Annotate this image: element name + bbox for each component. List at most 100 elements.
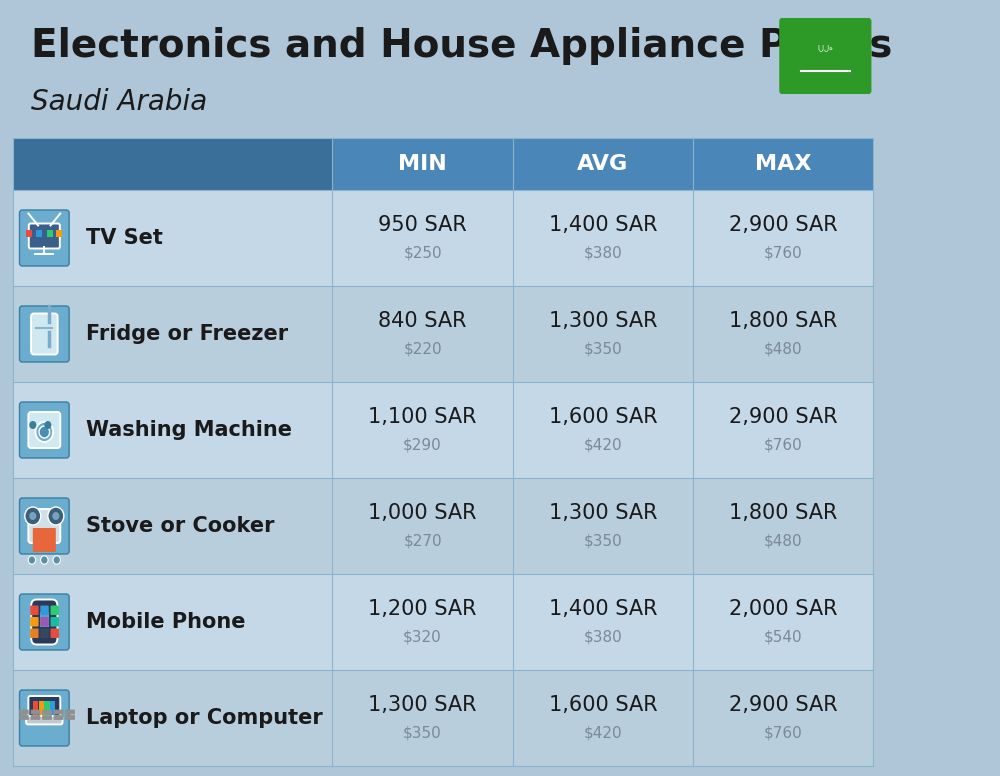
Text: $380: $380 [583, 245, 622, 261]
FancyBboxPatch shape [40, 611, 49, 626]
FancyBboxPatch shape [28, 412, 60, 448]
FancyBboxPatch shape [13, 670, 873, 766]
FancyBboxPatch shape [36, 230, 42, 237]
FancyBboxPatch shape [47, 230, 53, 237]
Text: $380: $380 [583, 629, 622, 645]
Text: Fridge or Freezer: Fridge or Freezer [86, 324, 288, 344]
Text: $290: $290 [403, 438, 442, 452]
FancyBboxPatch shape [33, 701, 38, 715]
FancyBboxPatch shape [13, 574, 873, 670]
FancyBboxPatch shape [44, 701, 50, 715]
FancyBboxPatch shape [19, 709, 29, 715]
Text: 1,400 SAR: 1,400 SAR [549, 215, 657, 235]
FancyBboxPatch shape [56, 230, 62, 237]
Text: 950 SAR: 950 SAR [378, 215, 467, 235]
Text: $760: $760 [764, 726, 802, 740]
Text: $480: $480 [764, 341, 802, 356]
Text: $270: $270 [403, 534, 442, 549]
FancyBboxPatch shape [51, 617, 59, 626]
FancyBboxPatch shape [65, 715, 75, 720]
FancyBboxPatch shape [40, 629, 49, 638]
FancyBboxPatch shape [13, 382, 873, 478]
Text: 1,800 SAR: 1,800 SAR [729, 503, 837, 523]
FancyBboxPatch shape [13, 190, 873, 286]
Text: 1,300 SAR: 1,300 SAR [549, 503, 657, 523]
Text: TV Set: TV Set [86, 228, 163, 248]
Text: Saudi Arabia: Saudi Arabia [31, 88, 207, 116]
FancyBboxPatch shape [39, 701, 44, 715]
Text: $540: $540 [764, 629, 802, 645]
FancyBboxPatch shape [40, 617, 49, 626]
Text: $250: $250 [403, 245, 442, 261]
FancyBboxPatch shape [51, 629, 59, 638]
FancyBboxPatch shape [13, 478, 873, 574]
Text: 2,900 SAR: 2,900 SAR [729, 215, 837, 235]
Text: $480: $480 [764, 534, 802, 549]
Text: 1,300 SAR: 1,300 SAR [549, 311, 657, 331]
FancyBboxPatch shape [31, 715, 40, 720]
Text: الله: الله [817, 44, 833, 51]
Text: $420: $420 [584, 438, 622, 452]
FancyBboxPatch shape [30, 617, 39, 626]
FancyBboxPatch shape [54, 715, 63, 720]
Text: $320: $320 [403, 629, 442, 645]
Text: $760: $760 [764, 245, 802, 261]
Text: MAX: MAX [755, 154, 811, 174]
FancyBboxPatch shape [13, 138, 332, 190]
Circle shape [25, 507, 41, 525]
FancyBboxPatch shape [19, 715, 29, 720]
Text: Mobile Phone: Mobile Phone [86, 612, 245, 632]
Text: $420: $420 [584, 726, 622, 740]
Text: 1,400 SAR: 1,400 SAR [549, 599, 657, 619]
FancyBboxPatch shape [20, 210, 69, 266]
Text: 1,000 SAR: 1,000 SAR [368, 503, 477, 523]
FancyBboxPatch shape [779, 18, 871, 94]
Text: 2,900 SAR: 2,900 SAR [729, 407, 837, 427]
FancyBboxPatch shape [28, 696, 60, 720]
Text: 2,900 SAR: 2,900 SAR [729, 695, 837, 715]
FancyBboxPatch shape [42, 709, 52, 715]
FancyBboxPatch shape [20, 594, 69, 650]
FancyBboxPatch shape [30, 629, 39, 638]
Text: $220: $220 [403, 341, 442, 356]
FancyBboxPatch shape [20, 402, 69, 458]
FancyBboxPatch shape [13, 286, 873, 382]
Circle shape [48, 507, 64, 525]
Text: 1,300 SAR: 1,300 SAR [368, 695, 477, 715]
Circle shape [52, 512, 59, 520]
Text: 840 SAR: 840 SAR [378, 311, 467, 331]
FancyBboxPatch shape [20, 306, 69, 362]
FancyBboxPatch shape [20, 690, 69, 746]
FancyBboxPatch shape [28, 509, 60, 543]
FancyBboxPatch shape [33, 528, 56, 552]
FancyBboxPatch shape [50, 701, 55, 715]
Text: MIN: MIN [398, 154, 447, 174]
FancyBboxPatch shape [31, 709, 40, 715]
Text: $350: $350 [583, 534, 622, 549]
Circle shape [44, 421, 51, 429]
FancyBboxPatch shape [30, 605, 39, 615]
Circle shape [28, 556, 36, 564]
Text: Stove or Cooker: Stove or Cooker [86, 516, 274, 536]
FancyBboxPatch shape [20, 498, 69, 554]
Text: 1,800 SAR: 1,800 SAR [729, 311, 837, 331]
Circle shape [29, 512, 36, 520]
FancyBboxPatch shape [65, 709, 75, 715]
Text: Washing Machine: Washing Machine [86, 420, 292, 440]
Circle shape [35, 422, 53, 442]
FancyBboxPatch shape [42, 715, 52, 720]
FancyBboxPatch shape [31, 600, 57, 645]
FancyBboxPatch shape [26, 716, 62, 725]
FancyBboxPatch shape [40, 605, 49, 615]
FancyBboxPatch shape [26, 230, 32, 237]
Text: 1,200 SAR: 1,200 SAR [368, 599, 477, 619]
FancyBboxPatch shape [31, 314, 58, 355]
Text: 1,600 SAR: 1,600 SAR [549, 695, 657, 715]
FancyBboxPatch shape [332, 138, 873, 190]
Circle shape [29, 421, 36, 429]
Text: $350: $350 [403, 726, 442, 740]
Text: AVG: AVG [577, 154, 628, 174]
Text: Electronics and House Appliance Prices: Electronics and House Appliance Prices [31, 27, 892, 65]
Circle shape [39, 426, 50, 438]
FancyBboxPatch shape [54, 709, 63, 715]
